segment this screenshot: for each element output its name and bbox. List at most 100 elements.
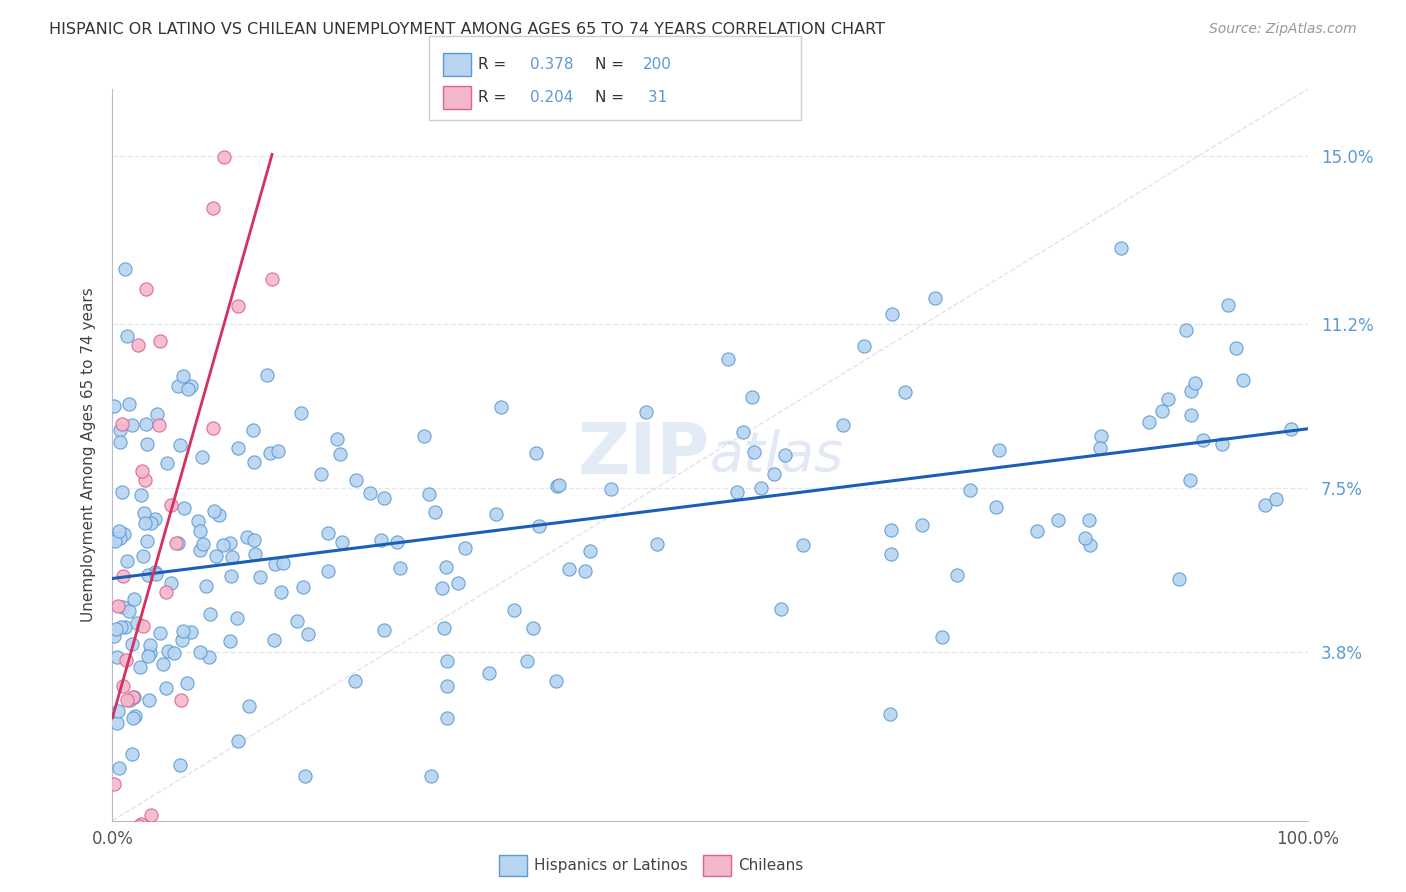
Point	[1026, 524, 1049, 538]
Point	[219, 569, 242, 583]
Point	[159, 498, 181, 512]
Point	[169, 757, 191, 772]
Point	[420, 769, 443, 783]
Point	[138, 693, 160, 707]
Point	[152, 657, 174, 672]
Point	[166, 379, 188, 393]
Point	[188, 645, 211, 659]
Point	[202, 504, 225, 518]
Point	[121, 690, 143, 704]
Point	[111, 417, 134, 432]
Point	[155, 456, 177, 470]
Point	[226, 734, 249, 748]
Point	[218, 634, 240, 648]
Point	[931, 631, 953, 645]
Point	[207, 508, 229, 523]
Point	[149, 334, 172, 348]
Point	[166, 536, 188, 550]
Point	[373, 491, 395, 505]
Point	[762, 467, 785, 481]
Point	[180, 624, 202, 639]
Point	[103, 399, 125, 413]
Point	[1174, 323, 1197, 337]
Point	[169, 692, 191, 706]
Point	[155, 681, 177, 696]
Point	[112, 526, 135, 541]
Point	[988, 443, 1011, 458]
Point	[238, 699, 260, 714]
Point	[219, 536, 242, 550]
Point	[104, 840, 127, 855]
Point	[156, 644, 179, 658]
Point	[108, 423, 131, 437]
Point	[329, 447, 352, 461]
Point	[749, 481, 772, 495]
Point	[1078, 538, 1101, 552]
Point	[205, 549, 228, 563]
Text: 200: 200	[643, 57, 672, 71]
Point	[1225, 341, 1247, 355]
Point	[267, 443, 290, 458]
Point	[271, 556, 294, 570]
Point	[741, 390, 763, 404]
Point	[127, 338, 149, 352]
Point	[107, 599, 129, 613]
Point	[120, 693, 142, 707]
Point	[159, 575, 181, 590]
Point	[330, 535, 353, 549]
Point	[792, 538, 814, 552]
Y-axis label: Unemployment Among Ages 65 to 74 years: Unemployment Among Ages 65 to 74 years	[80, 287, 96, 623]
Point	[136, 648, 159, 663]
Point	[136, 437, 159, 451]
Point	[128, 819, 150, 833]
Point	[228, 441, 250, 455]
Point	[478, 665, 501, 680]
Point	[172, 624, 194, 638]
Point	[1150, 404, 1173, 418]
Point	[136, 534, 159, 549]
Point	[162, 646, 184, 660]
Point	[198, 607, 221, 622]
Point	[191, 450, 214, 464]
Point	[104, 623, 127, 637]
Point	[430, 581, 453, 595]
Point	[945, 567, 967, 582]
Point	[242, 533, 264, 547]
Point	[1178, 473, 1201, 487]
Point	[118, 397, 141, 411]
Point	[132, 549, 155, 564]
Point	[115, 692, 138, 706]
Point	[436, 711, 458, 725]
Text: Chileans: Chileans	[738, 858, 803, 872]
Point	[169, 438, 191, 452]
Point	[114, 261, 136, 276]
Point	[262, 271, 284, 285]
Point	[104, 534, 127, 549]
Point	[170, 632, 193, 647]
Point	[526, 446, 548, 460]
Point	[270, 585, 292, 599]
Point	[191, 537, 214, 551]
Point	[285, 615, 308, 629]
Text: HISPANIC OR LATINO VS CHILEAN UNEMPLOYMENT AMONG AGES 65 TO 74 YEARS CORRELATION: HISPANIC OR LATINO VS CHILEAN UNEMPLOYME…	[49, 22, 886, 37]
Point	[108, 761, 131, 775]
Point	[188, 524, 211, 538]
Point	[548, 477, 571, 491]
Point	[114, 653, 136, 667]
Point	[893, 384, 915, 399]
Point	[121, 417, 143, 432]
Point	[454, 541, 477, 555]
Point	[132, 506, 155, 520]
Point	[1157, 392, 1180, 407]
Point	[107, 704, 129, 718]
Point	[131, 816, 153, 830]
Point	[880, 548, 903, 562]
Point	[290, 406, 312, 420]
Point	[853, 339, 876, 353]
Point	[134, 516, 156, 530]
Point	[1088, 442, 1111, 456]
Point	[294, 769, 316, 783]
Point	[118, 604, 141, 618]
Point	[578, 543, 600, 558]
Point	[198, 649, 221, 664]
